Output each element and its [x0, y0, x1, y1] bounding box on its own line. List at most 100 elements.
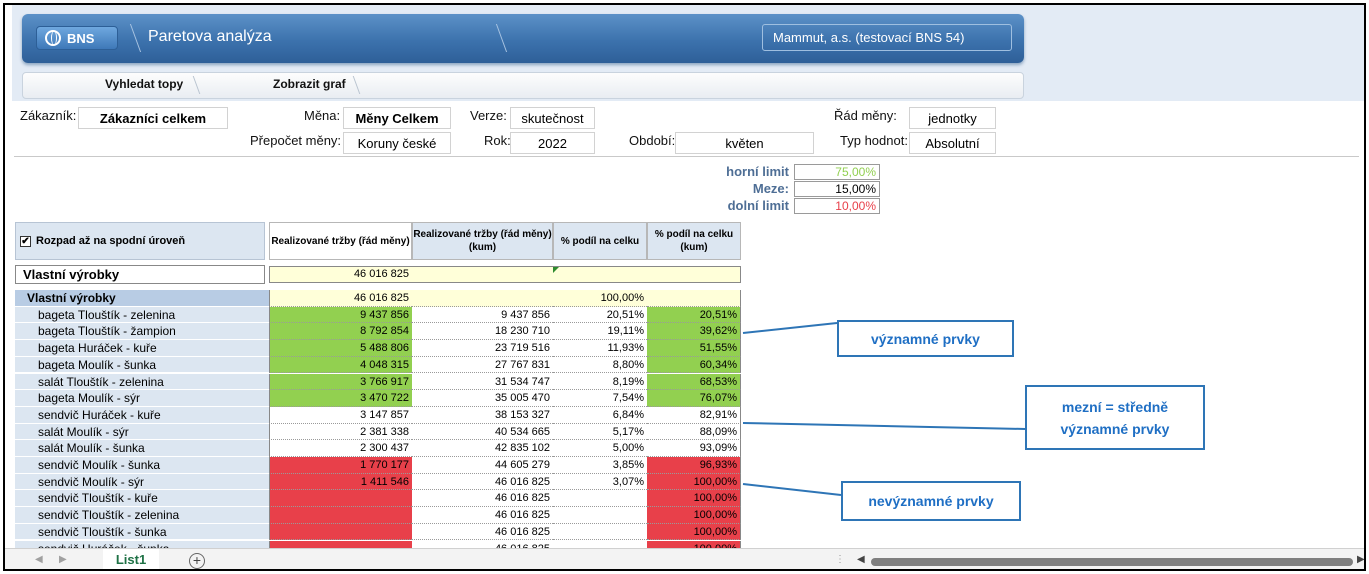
- row-name-cell[interactable]: salát Moulík - šunka: [15, 440, 269, 457]
- currency-field[interactable]: Měny Celkem: [343, 107, 451, 129]
- conversion-field[interactable]: Koruny české: [343, 132, 451, 154]
- year-field[interactable]: 2022: [510, 132, 595, 154]
- sheet-tab[interactable]: List1: [103, 549, 159, 569]
- share-cumulative-cell[interactable]: [647, 290, 741, 307]
- scroll-left-icon[interactable]: ◀: [857, 554, 865, 565]
- revenue-cumulative-cell[interactable]: 27 767 831: [412, 357, 553, 374]
- revenue-cumulative-cell[interactable]: [412, 290, 553, 307]
- upper-limit-value[interactable]: 75,00%: [794, 164, 880, 180]
- row-name-cell[interactable]: bageta Moulík - šunka: [15, 356, 269, 374]
- row-name-cell[interactable]: salát Moulík - sýr: [15, 423, 269, 441]
- scroll-right-icon[interactable]: ▶: [1357, 554, 1365, 565]
- revenue-cell[interactable]: [269, 490, 412, 508]
- horizontal-scrollbar[interactable]: [871, 558, 1353, 566]
- revenue-cumulative-cell[interactable]: 38 153 327: [412, 407, 553, 424]
- customer-field[interactable]: Zákazníci celkem: [78, 107, 228, 129]
- revenue-cell[interactable]: 2 300 437: [269, 440, 412, 457]
- share-cumulative-cell[interactable]: 96,93%: [647, 457, 741, 474]
- share-cell[interactable]: [553, 524, 647, 541]
- share-cumulative-cell[interactable]: 93,09%: [647, 440, 741, 457]
- bns-button[interactable]: BNS: [36, 26, 118, 50]
- find-tops-button[interactable]: Vyhledat topy: [105, 77, 184, 91]
- revenue-cumulative-cell[interactable]: 40 534 665: [412, 424, 553, 441]
- row-name-cell[interactable]: bageta Huráček - kuře: [15, 340, 269, 357]
- period-field[interactable]: květen: [675, 132, 814, 154]
- share-cell[interactable]: 5,17%: [553, 424, 647, 441]
- revenue-cell[interactable]: 3 470 722: [269, 390, 412, 407]
- row-name-cell[interactable]: sendvič Tlouštík - zelenina: [15, 507, 269, 524]
- lower-limit-value[interactable]: 10,00%: [794, 198, 880, 214]
- revenue-cell[interactable]: 1 770 177: [269, 457, 412, 474]
- share-cell[interactable]: 7,54%: [553, 390, 647, 407]
- revenue-cell[interactable]: 8 792 854: [269, 323, 412, 341]
- revenue-cell[interactable]: 1 411 546: [269, 473, 412, 491]
- share-cumulative-cell[interactable]: 100,00%: [647, 507, 741, 524]
- share-cell[interactable]: 19,11%: [553, 323, 647, 341]
- share-cell[interactable]: [553, 490, 647, 508]
- revenue-cumulative-cell[interactable]: 31 534 747: [412, 374, 553, 391]
- revenue-cell[interactable]: [269, 523, 412, 541]
- revenue-cumulative-cell[interactable]: 46 016 825: [412, 474, 553, 491]
- summary-label: Vlastní výrobky: [15, 265, 265, 284]
- revenue-cell[interactable]: 2 381 338: [269, 423, 412, 441]
- revenue-cell[interactable]: [269, 507, 412, 524]
- share-cell[interactable]: 6,84%: [553, 407, 647, 424]
- revenue-cell[interactable]: 9 437 856: [269, 306, 412, 324]
- row-name-cell[interactable]: sendvič Tlouštík - šunka: [15, 523, 269, 541]
- share-cumulative-cell[interactable]: 76,07%: [647, 390, 741, 407]
- revenue-cell[interactable]: 5 488 806: [269, 340, 412, 357]
- share-cell[interactable]: 8,80%: [553, 357, 647, 374]
- revenue-cell[interactable]: 46 016 825: [269, 290, 412, 307]
- share-cumulative-cell[interactable]: 60,34%: [647, 356, 741, 374]
- revenue-cumulative-cell[interactable]: 46 016 825: [412, 490, 553, 508]
- row-name-cell[interactable]: bageta Tlouštík - zelenina: [15, 306, 269, 324]
- row-name-cell[interactable]: sendvič Huráček - kuře: [15, 406, 269, 424]
- row-name-cell[interactable]: salát Tlouštík - zelenina: [15, 373, 269, 391]
- share-cumulative-cell[interactable]: 100,00%: [647, 523, 741, 541]
- prev-sheet-icon[interactable]: ◀: [35, 554, 43, 565]
- revenue-cumulative-cell[interactable]: 35 005 470: [412, 390, 553, 407]
- revenue-cell[interactable]: 3 766 917: [269, 373, 412, 391]
- revenue-cumulative-cell[interactable]: 9 437 856: [412, 307, 553, 324]
- row-name-cell[interactable]: sendvič Moulík - sýr: [15, 473, 269, 491]
- share-cumulative-cell[interactable]: 100,00%: [647, 490, 741, 508]
- row-name-cell[interactable]: bageta Tlouštík - žampion: [15, 323, 269, 341]
- breakdown-checkbox[interactable]: ✔: [20, 235, 31, 247]
- version-field[interactable]: skutečnost: [510, 107, 595, 129]
- value-type-field[interactable]: Absolutní: [909, 132, 996, 154]
- share-cell[interactable]: 8,19%: [553, 374, 647, 391]
- revenue-cumulative-cell[interactable]: 46 016 825: [412, 507, 553, 524]
- row-name-cell[interactable]: bageta Moulík - sýr: [15, 390, 269, 407]
- share-cell[interactable]: 11,93%: [553, 340, 647, 357]
- revenue-cumulative-cell[interactable]: 23 719 516: [412, 340, 553, 357]
- share-cumulative-cell[interactable]: 100,00%: [647, 473, 741, 491]
- revenue-cell[interactable]: 3 147 857: [269, 406, 412, 424]
- row-name-cell[interactable]: sendvič Tlouštík - kuře: [15, 490, 269, 508]
- share-cell[interactable]: [553, 507, 647, 524]
- row-name-cell[interactable]: sendvič Moulík - šunka: [15, 457, 269, 474]
- next-sheet-icon[interactable]: ▶: [59, 554, 67, 565]
- callout-lines: [742, 322, 1026, 496]
- revenue-cumulative-cell[interactable]: 44 605 279: [412, 457, 553, 474]
- add-sheet-icon[interactable]: +: [189, 553, 205, 569]
- revenue-cell[interactable]: 4 048 315: [269, 356, 412, 374]
- show-graph-button[interactable]: Zobrazit graf: [273, 77, 346, 91]
- revenue-cumulative-cell[interactable]: 18 230 710: [412, 323, 553, 341]
- revenue-cumulative-cell[interactable]: 42 835 102: [412, 440, 553, 457]
- share-cell[interactable]: 5,00%: [553, 440, 647, 457]
- share-cell[interactable]: 100,00%: [553, 290, 647, 307]
- share-cumulative-cell[interactable]: 51,55%: [647, 340, 741, 357]
- breakdown-checkbox-row[interactable]: ✔ Rozpad až na spodní úroveň: [15, 222, 265, 260]
- share-cell[interactable]: 20,51%: [553, 307, 647, 324]
- share-cumulative-cell[interactable]: 82,91%: [647, 406, 741, 424]
- margin-value[interactable]: 15,00%: [794, 181, 880, 197]
- share-cumulative-cell[interactable]: 20,51%: [647, 306, 741, 324]
- row-name-cell[interactable]: Vlastní výrobky: [15, 290, 269, 307]
- currency-order-field[interactable]: jednotky: [909, 107, 996, 129]
- share-cell[interactable]: 3,07%: [553, 474, 647, 491]
- share-cumulative-cell[interactable]: 39,62%: [647, 323, 741, 341]
- share-cumulative-cell[interactable]: 68,53%: [647, 373, 741, 391]
- revenue-cumulative-cell[interactable]: 46 016 825: [412, 524, 553, 541]
- share-cell[interactable]: 3,85%: [553, 457, 647, 474]
- share-cumulative-cell[interactable]: 88,09%: [647, 423, 741, 441]
